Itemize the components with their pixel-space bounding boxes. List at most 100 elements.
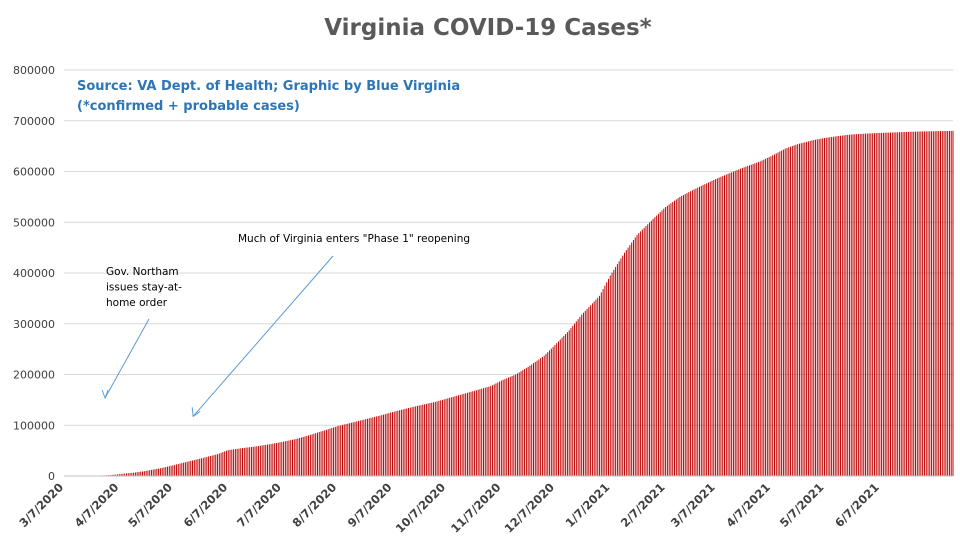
bar	[534, 361, 536, 476]
bar	[320, 431, 322, 476]
bar	[677, 198, 679, 477]
bar	[474, 390, 476, 476]
bar	[204, 457, 206, 476]
bar	[552, 346, 554, 476]
bar	[263, 445, 265, 476]
bar	[640, 231, 642, 476]
bar	[249, 447, 251, 476]
bar	[184, 462, 186, 476]
bar	[472, 391, 474, 476]
bar	[841, 135, 843, 477]
x-tick-label: 4/7/2020	[72, 480, 122, 530]
bar	[159, 468, 161, 476]
bar	[611, 272, 613, 476]
bar	[179, 463, 181, 476]
bar	[274, 443, 276, 476]
bar	[766, 157, 768, 476]
bar	[284, 441, 286, 476]
bar	[922, 131, 924, 476]
bar	[890, 132, 892, 476]
bar	[327, 429, 329, 476]
bar	[902, 132, 904, 476]
bar	[236, 448, 238, 476]
bar	[142, 471, 144, 476]
bar	[393, 411, 395, 476]
bar	[820, 138, 822, 476]
bar	[868, 133, 870, 476]
bar	[575, 321, 577, 476]
bar	[499, 381, 501, 476]
bar	[443, 399, 445, 476]
bar	[554, 345, 556, 476]
bar	[727, 173, 729, 476]
bar	[218, 453, 220, 476]
x-tick-label: 5/7/2020	[125, 480, 175, 530]
bar	[586, 308, 588, 476]
bar	[843, 135, 845, 476]
x-tick-label: 12/7/2020	[502, 480, 557, 535]
bar	[859, 133, 861, 476]
bar	[795, 144, 797, 476]
bar	[684, 194, 686, 477]
bar	[768, 157, 770, 476]
bar	[329, 428, 331, 476]
bar	[352, 422, 354, 476]
bar	[293, 439, 295, 476]
bar	[195, 459, 197, 476]
bar	[436, 401, 438, 476]
bar	[740, 168, 742, 477]
x-tick-label: 3/7/2021	[668, 480, 718, 530]
bar	[408, 408, 410, 476]
bar	[538, 359, 540, 476]
bar	[383, 414, 385, 476]
bar	[918, 131, 920, 477]
bar	[604, 285, 606, 476]
bar	[881, 132, 883, 476]
bar	[879, 132, 881, 476]
bar	[481, 388, 483, 476]
bar	[156, 468, 158, 476]
y-tick-label: 100000	[13, 419, 55, 432]
bar	[131, 472, 133, 476]
bar	[931, 131, 933, 476]
bar	[250, 447, 252, 476]
bar	[217, 454, 219, 476]
bar	[197, 459, 199, 476]
bar	[486, 387, 488, 476]
bar	[638, 233, 640, 476]
bar	[506, 378, 508, 476]
bar	[786, 148, 788, 476]
bar	[624, 252, 626, 476]
bar	[695, 188, 697, 476]
bar	[245, 447, 247, 476]
bar	[895, 132, 897, 476]
bar	[163, 467, 165, 476]
bar	[927, 131, 929, 477]
bar	[231, 449, 233, 476]
bar	[158, 468, 160, 476]
arrowhead	[101, 389, 109, 400]
bar	[181, 463, 183, 476]
bar	[258, 446, 260, 476]
bar	[133, 472, 135, 476]
bar	[415, 406, 417, 476]
bar	[557, 341, 559, 476]
bar	[713, 179, 715, 477]
bar	[138, 471, 140, 476]
bar	[816, 139, 818, 476]
bar	[429, 403, 431, 476]
bar	[668, 204, 670, 477]
bar	[433, 402, 435, 476]
x-tick-label: 9/7/2020	[345, 480, 395, 530]
bar	[720, 176, 722, 477]
bar	[674, 200, 676, 476]
bar	[947, 130, 949, 476]
bar	[943, 131, 945, 477]
bar	[238, 448, 240, 476]
bar	[798, 143, 800, 476]
bar	[791, 146, 793, 477]
bar	[316, 432, 318, 476]
bar	[641, 229, 643, 476]
bar	[750, 164, 752, 476]
